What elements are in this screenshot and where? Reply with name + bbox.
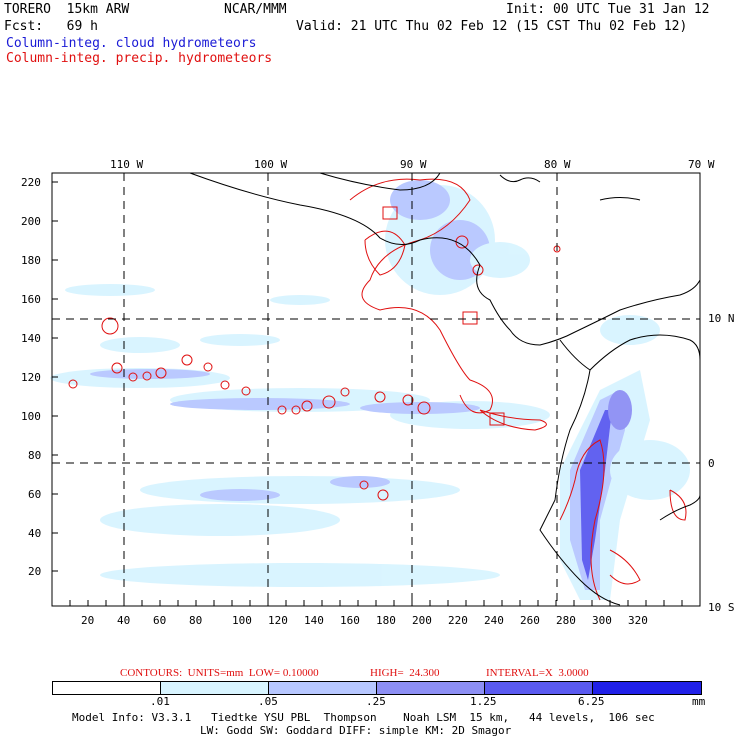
y-tick-label: 120 bbox=[21, 371, 41, 384]
colorbar-label: 6.25 bbox=[578, 695, 605, 708]
precip-contours bbox=[68, 178, 687, 601]
y-tick-label: 180 bbox=[21, 254, 41, 267]
colorbar-bin bbox=[376, 681, 484, 695]
x-tick-label: 20 bbox=[81, 614, 95, 627]
colorbar-units: mm bbox=[692, 695, 706, 708]
colorbar-bin bbox=[52, 681, 160, 695]
lat-label-10s: 10 S bbox=[708, 601, 735, 614]
x-tick-label: 220 bbox=[448, 614, 468, 627]
contours-high: HIGH= 24.300 bbox=[370, 667, 440, 679]
colorbar-bin bbox=[484, 681, 592, 695]
colorbar-label: .01 bbox=[150, 695, 170, 708]
lon-label-90w: 90 W bbox=[400, 158, 427, 171]
legend-cloud: Column-integ. cloud hydrometeors bbox=[6, 36, 257, 51]
contours-label: CONTOURS: UNITS=mm LOW= 0.10000 bbox=[120, 667, 319, 679]
colorbar-label: 1.25 bbox=[470, 695, 497, 708]
lat-label-10n: 10 N bbox=[708, 312, 735, 325]
x-tick-label: 320 bbox=[628, 614, 648, 627]
x-tick-label: 200 bbox=[412, 614, 432, 627]
forecast-hour: Fcst: 69 h bbox=[4, 19, 98, 34]
y-tick-label: 220 bbox=[21, 176, 41, 189]
y-tick-label: 20 bbox=[28, 565, 42, 578]
x-tick-label: 180 bbox=[376, 614, 396, 627]
y-tick-marks bbox=[52, 181, 58, 572]
init-time: Init: 00 UTC Tue 31 Jan 12 bbox=[506, 2, 710, 17]
lat-label-0: 0 bbox=[708, 457, 715, 470]
x-tick-label: 280 bbox=[556, 614, 576, 627]
y-tick-label: 60 bbox=[28, 488, 42, 501]
x-tick-label: 60 bbox=[153, 614, 167, 627]
lon-label-110w: 110 W bbox=[110, 158, 144, 171]
colorbar-label: .25 bbox=[366, 695, 386, 708]
x-tick-label: 260 bbox=[520, 614, 540, 627]
colorbar-bin bbox=[592, 681, 702, 695]
y-tick-label: 100 bbox=[21, 410, 41, 423]
x-tick-label: 160 bbox=[340, 614, 360, 627]
y-tick-label: 140 bbox=[21, 332, 41, 345]
org-label: NCAR/MMM bbox=[224, 2, 287, 17]
model-info: Model Info: V3.3.1 Tiedtke YSU PBL Thomp… bbox=[72, 711, 655, 724]
colorbar-bin bbox=[160, 681, 268, 695]
contours-interval: INTERVAL=X 3.0000 bbox=[486, 667, 589, 679]
x-tick-label: 100 bbox=[232, 614, 252, 627]
x-tick-label: 140 bbox=[304, 614, 324, 627]
lon-label-70w: 70 W bbox=[688, 158, 715, 171]
lon-label-80w: 80 W bbox=[544, 158, 571, 171]
gridlines bbox=[52, 173, 700, 606]
x-tick-label: 240 bbox=[484, 614, 504, 627]
x-tick-label: 300 bbox=[592, 614, 612, 627]
x-tick-marks bbox=[69, 600, 683, 606]
y-tick-label: 40 bbox=[28, 527, 42, 540]
colorbar-label: .05 bbox=[258, 695, 278, 708]
x-tick-label: 40 bbox=[117, 614, 131, 627]
valid-time: Valid: 21 UTC Thu 02 Feb 12 (15 CST Thu … bbox=[296, 19, 688, 34]
coastline bbox=[189, 172, 701, 606]
x-tick-label: 80 bbox=[189, 614, 203, 627]
y-tick-label: 80 bbox=[28, 449, 42, 462]
model-title: TORERO 15km ARW bbox=[4, 2, 130, 17]
y-tick-label: 160 bbox=[21, 293, 41, 306]
cloud-shading bbox=[50, 180, 690, 600]
legend-precip: Column-integ. precip. hydrometeors bbox=[6, 51, 273, 66]
model-physics: LW: Godd SW: Goddard DIFF: simple KM: 2D… bbox=[200, 724, 512, 737]
colorbar-bin bbox=[268, 681, 376, 695]
lon-label-100w: 100 W bbox=[254, 158, 288, 171]
x-tick-label: 120 bbox=[268, 614, 288, 627]
y-tick-label: 200 bbox=[21, 215, 41, 228]
